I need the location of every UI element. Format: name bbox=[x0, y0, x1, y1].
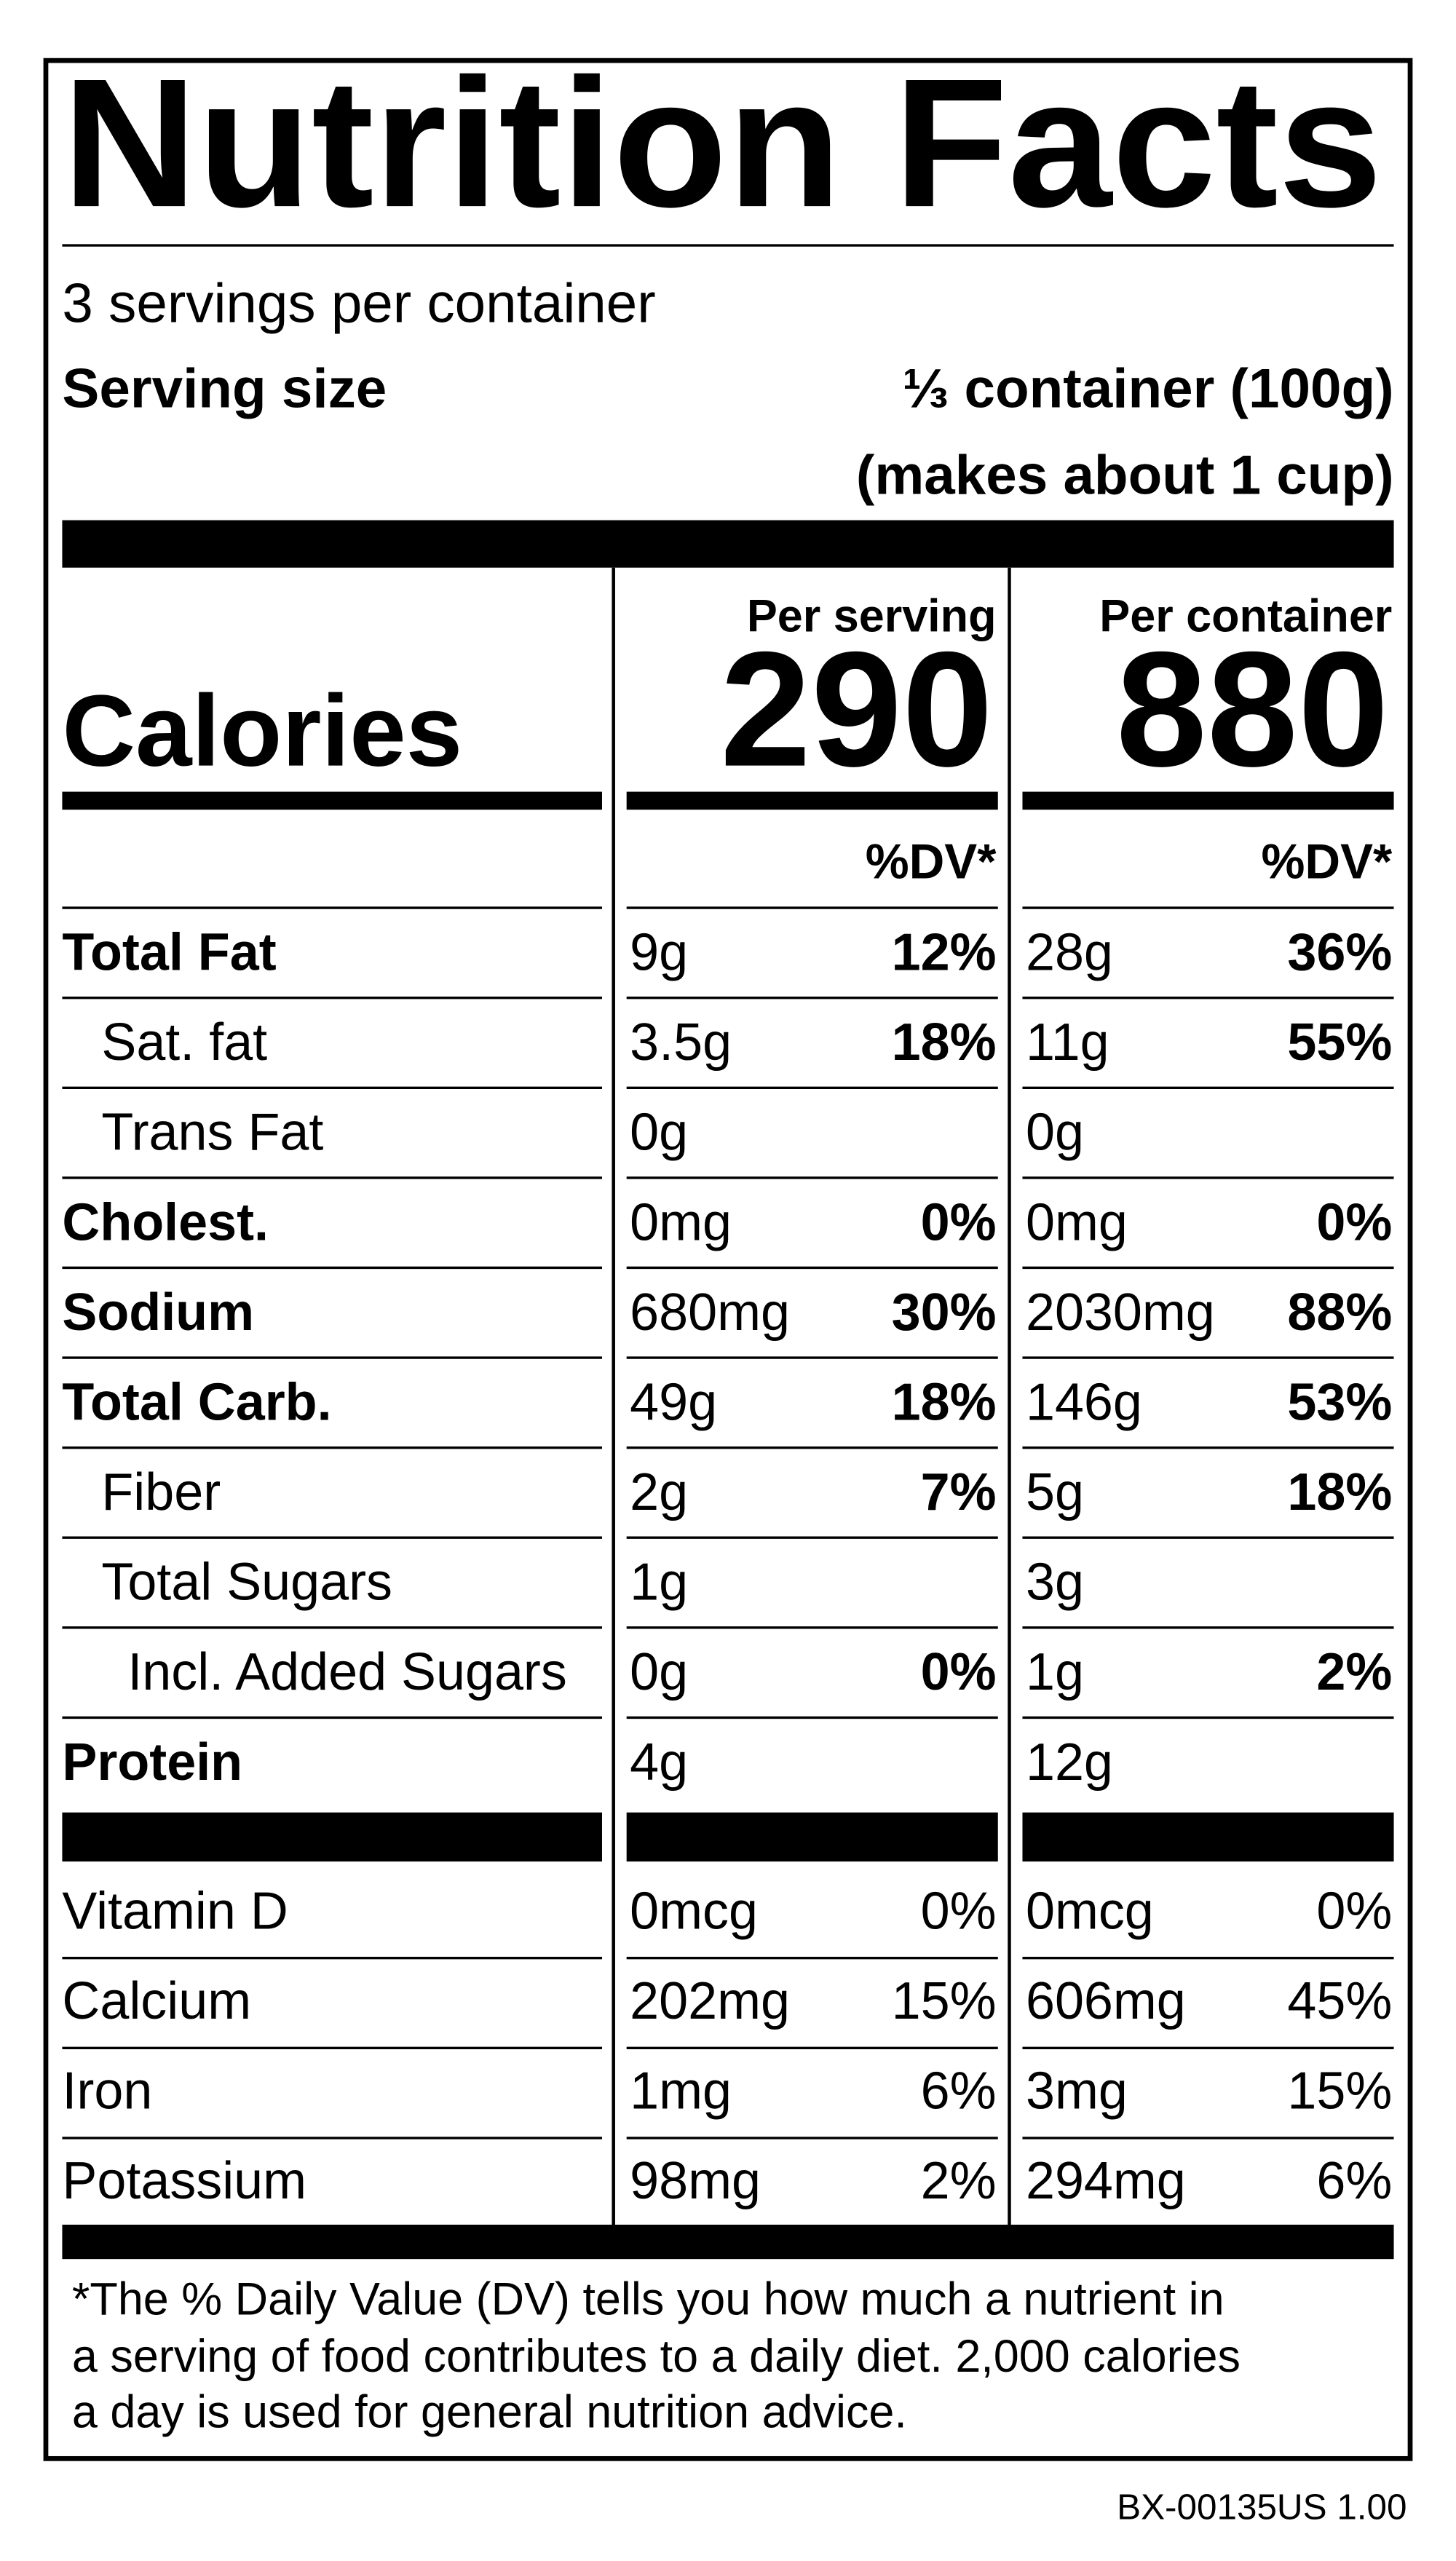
amount: 146g bbox=[1026, 1373, 1142, 1431]
nutrient-name: Cholest. bbox=[62, 1193, 269, 1251]
product-code: BX-00135US 1.00 bbox=[1117, 2487, 1406, 2527]
calories-value: 880 bbox=[1116, 618, 1389, 801]
amount: 2030mg bbox=[1026, 1283, 1215, 1342]
thick-bar bbox=[1022, 791, 1394, 810]
amount: 9g bbox=[630, 924, 688, 982]
daily-value: 18% bbox=[892, 1373, 997, 1431]
amount: 0g bbox=[630, 1104, 688, 1162]
serving-size-value: (makes about 1 cup) bbox=[856, 445, 1394, 507]
amount: 0mg bbox=[1026, 1193, 1128, 1251]
daily-value: 0% bbox=[1316, 1193, 1392, 1251]
amount: 1g bbox=[630, 1553, 688, 1612]
daily-value: 0% bbox=[1316, 1882, 1392, 1940]
amount: 3g bbox=[1026, 1553, 1084, 1612]
nutrient-name: Potassium bbox=[62, 2152, 306, 2210]
amount: 0mcg bbox=[630, 1882, 758, 1940]
thick-bar bbox=[62, 1812, 602, 1862]
thick-bar bbox=[1022, 1812, 1394, 1862]
amount: 5g bbox=[1026, 1463, 1084, 1521]
nutrient-name: Vitamin D bbox=[62, 1882, 288, 1940]
daily-value: 6% bbox=[921, 2062, 997, 2120]
daily-value: 45% bbox=[1287, 1972, 1392, 2030]
nutrient-name: Protein bbox=[62, 1733, 242, 1792]
daily-value: 88% bbox=[1287, 1283, 1392, 1342]
daily-value: 0% bbox=[921, 1643, 997, 1701]
amount: 0mcg bbox=[1026, 1882, 1154, 1940]
footnote: *The % Daily Value (DV) tells you how mu… bbox=[72, 2274, 1224, 2325]
daily-value: 15% bbox=[1287, 2062, 1392, 2120]
amount: 3mg bbox=[1026, 2062, 1128, 2120]
nutrient-name: Iron bbox=[62, 2062, 152, 2120]
daily-value: 7% bbox=[921, 1463, 997, 1521]
nutrient-name: Total Sugars bbox=[101, 1553, 392, 1612]
nutrient-name: Total Carb. bbox=[62, 1373, 331, 1431]
amount: 202mg bbox=[630, 1972, 790, 2030]
nutrient-name: Sat. fat bbox=[101, 1013, 267, 1072]
daily-value: 15% bbox=[892, 1972, 997, 2030]
nutrient-name: Fiber bbox=[101, 1463, 221, 1521]
nutrient-name: Total Fat bbox=[62, 924, 276, 982]
footnote: a day is used for general nutrition advi… bbox=[72, 2387, 907, 2438]
thick-bar bbox=[62, 520, 1394, 568]
amount: 4g bbox=[630, 1733, 688, 1792]
daily-value: 55% bbox=[1287, 1013, 1392, 1072]
daily-value: 2% bbox=[1316, 1643, 1392, 1701]
daily-value: 0% bbox=[921, 1882, 997, 1940]
servings: 3 servings per container bbox=[62, 273, 655, 335]
dv-heading: %DV* bbox=[1261, 835, 1393, 890]
amount: 3.5g bbox=[630, 1013, 732, 1072]
amount: 11g bbox=[1026, 1013, 1109, 1072]
nutrient-name: Trans Fat bbox=[101, 1104, 323, 1162]
serving-size-label: Serving size bbox=[62, 358, 387, 420]
daily-value: 0% bbox=[921, 1193, 997, 1251]
column-heading: Per container bbox=[1099, 590, 1392, 641]
amount: 98mg bbox=[630, 2152, 761, 2210]
daily-value: 30% bbox=[892, 1283, 997, 1342]
amount: 606mg bbox=[1026, 1972, 1186, 2030]
amount: 1g bbox=[1026, 1643, 1084, 1701]
thick-bar bbox=[626, 1812, 998, 1862]
amount: 49g bbox=[630, 1373, 717, 1431]
amount: 28g bbox=[1026, 924, 1113, 982]
serving-size-value: ⅓ container (100g) bbox=[903, 358, 1394, 420]
thick-bar bbox=[62, 2225, 1394, 2260]
daily-value: 53% bbox=[1287, 1373, 1392, 1431]
amount: 1mg bbox=[630, 2062, 732, 2120]
daily-value: 12% bbox=[892, 924, 997, 982]
nutrient-name: Incl. Added Sugars bbox=[127, 1643, 567, 1701]
amount: 680mg bbox=[630, 1283, 790, 1342]
title: Nutrition Facts bbox=[62, 41, 1382, 245]
dv-heading: %DV* bbox=[866, 835, 997, 890]
thick-bar bbox=[62, 791, 602, 810]
daily-value: 18% bbox=[892, 1013, 997, 1072]
amount: 0g bbox=[630, 1643, 688, 1701]
amount: 294mg bbox=[1026, 2152, 1186, 2210]
calories-value: 290 bbox=[720, 618, 993, 801]
label-border bbox=[43, 58, 1413, 2461]
amount: 12g bbox=[1026, 1733, 1113, 1792]
amount: 0g bbox=[1026, 1104, 1084, 1162]
footnote: a serving of food contributes to a daily… bbox=[72, 2331, 1241, 2382]
calories-label: Calories bbox=[62, 674, 462, 788]
daily-value: 36% bbox=[1287, 924, 1392, 982]
daily-value: 6% bbox=[1316, 2152, 1392, 2210]
nutrient-name: Calcium bbox=[62, 1972, 251, 2030]
daily-value: 18% bbox=[1287, 1463, 1392, 1521]
column-heading: Per serving bbox=[747, 590, 997, 641]
daily-value: 2% bbox=[921, 2152, 997, 2210]
amount: 0mg bbox=[630, 1193, 732, 1251]
thick-bar bbox=[626, 791, 998, 810]
nutrient-name: Sodium bbox=[62, 1283, 254, 1342]
amount: 2g bbox=[630, 1463, 688, 1521]
